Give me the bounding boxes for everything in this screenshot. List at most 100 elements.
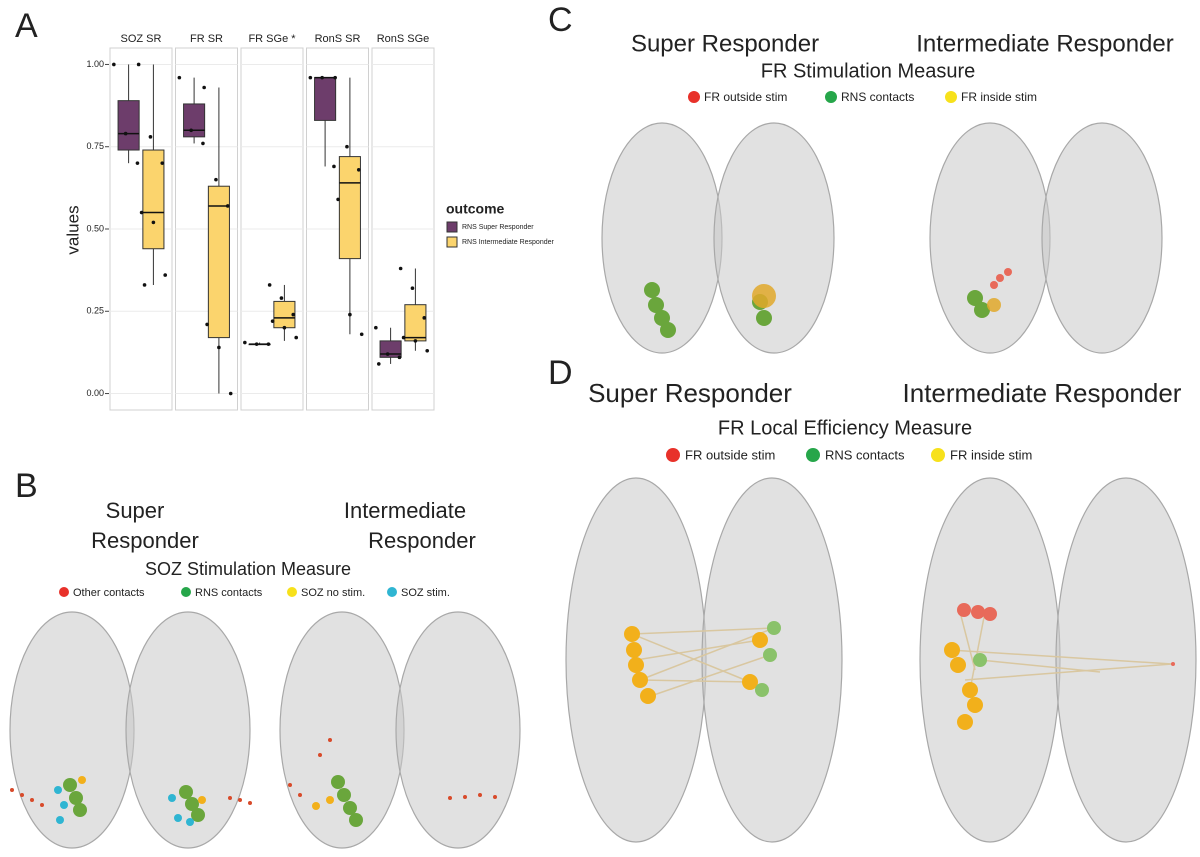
legend-label: RNS Intermediate Responder xyxy=(462,239,554,246)
legend-label: FR inside stim xyxy=(950,447,1032,462)
data-point xyxy=(385,352,390,356)
data-point xyxy=(332,164,336,169)
data-point xyxy=(267,283,272,287)
box xyxy=(142,149,165,250)
legend-swatch xyxy=(59,587,69,597)
legend-label: FR inside stim xyxy=(961,90,1037,104)
contacts xyxy=(78,776,334,810)
data-point xyxy=(217,345,221,350)
data-point xyxy=(376,362,381,366)
legend-label: FR outside stim xyxy=(704,90,787,104)
data-point xyxy=(345,144,349,149)
panel-label: C xyxy=(548,1,573,39)
legend-label: SOZ stim. xyxy=(401,587,450,599)
contacts xyxy=(63,775,363,827)
legend-label: Other contacts xyxy=(73,587,145,599)
legend-label: RNS contacts xyxy=(841,90,914,104)
contacts xyxy=(755,621,987,697)
panel-label: D xyxy=(548,354,573,392)
data-point xyxy=(333,75,337,80)
legend-label: SOZ no stim. xyxy=(301,587,365,599)
data-point xyxy=(136,62,141,67)
legend-label: RNS contacts xyxy=(825,447,905,462)
box xyxy=(183,103,206,138)
heading: Responder xyxy=(91,528,199,553)
legend-label: FR outside stim xyxy=(685,447,775,462)
hemisphere xyxy=(929,122,1051,354)
heading: Super xyxy=(106,498,165,523)
data-point xyxy=(356,167,361,172)
heading: Super Responder xyxy=(588,378,792,408)
heading: Responder xyxy=(368,528,476,553)
data-point xyxy=(425,348,430,353)
y-tick-label: 0.50 xyxy=(86,223,104,233)
panel-label: A xyxy=(15,7,38,45)
hemisphere xyxy=(395,611,521,849)
data-point xyxy=(291,312,296,317)
legend-swatch xyxy=(688,91,700,103)
data-point xyxy=(142,283,147,287)
facet-label: FR SGe * xyxy=(248,33,296,45)
data-point xyxy=(254,342,259,346)
data-point xyxy=(135,161,140,165)
legend: FR outside stim RNS contacts FR inside s… xyxy=(666,447,1032,462)
legend: FR outside stim RNS contacts FR inside s… xyxy=(688,90,1037,104)
data-point xyxy=(397,355,402,360)
contacts xyxy=(957,603,1175,666)
contacts xyxy=(990,268,1012,289)
data-point xyxy=(201,141,205,146)
y-tick-label: 0.00 xyxy=(86,388,104,398)
facet-label: RonS SR xyxy=(315,33,361,45)
y-axis-label: values xyxy=(63,205,82,254)
heading: Intermediate Responder xyxy=(903,378,1182,408)
legend-swatch xyxy=(945,91,957,103)
data-point xyxy=(243,340,247,345)
facet-label: RonS SGe xyxy=(377,33,430,45)
legend-swatch xyxy=(666,448,680,462)
data-point xyxy=(410,286,415,291)
contacts xyxy=(10,738,497,807)
facet-strip xyxy=(241,30,303,48)
contacts xyxy=(54,786,194,826)
legend-swatch xyxy=(825,91,837,103)
data-point xyxy=(320,75,324,80)
data-point xyxy=(160,161,165,165)
hemisphere xyxy=(125,611,251,849)
brain-render xyxy=(9,611,521,849)
legend-swatch xyxy=(446,221,458,233)
data-point xyxy=(270,319,275,323)
data-point xyxy=(139,210,144,215)
heading: Intermediate Responder xyxy=(916,30,1173,57)
hemisphere xyxy=(713,122,835,354)
legend-title: outcome xyxy=(446,201,505,217)
subtitle: FR Stimulation Measure xyxy=(761,60,976,82)
heading: Intermediate xyxy=(344,498,466,523)
data-point xyxy=(308,75,313,80)
heading: Super Responder xyxy=(631,30,819,57)
data-point xyxy=(279,296,284,300)
data-point xyxy=(202,85,206,90)
data-point xyxy=(374,325,378,330)
data-point xyxy=(151,220,156,225)
data-point xyxy=(123,131,128,136)
y-tick-label: 1.00 xyxy=(86,59,104,69)
facet-strip xyxy=(175,30,238,48)
facet-label: SOZ SR xyxy=(121,33,162,45)
legend-label: RNS Super Responder xyxy=(462,224,534,231)
box xyxy=(117,100,140,151)
hemisphere xyxy=(279,611,405,849)
data-point xyxy=(422,316,427,320)
y-tick-label: 0.25 xyxy=(86,306,104,316)
legend-swatch xyxy=(446,236,458,248)
contacts xyxy=(752,284,1001,312)
data-point xyxy=(266,342,271,346)
data-point xyxy=(294,335,299,340)
contacts xyxy=(624,626,983,730)
legend-swatch xyxy=(387,587,397,597)
facet-label: FR SR xyxy=(190,33,223,45)
legend-swatch xyxy=(931,448,945,462)
box xyxy=(379,340,402,358)
hemisphere xyxy=(9,611,135,849)
data-point xyxy=(336,197,340,202)
data-point xyxy=(359,332,364,337)
